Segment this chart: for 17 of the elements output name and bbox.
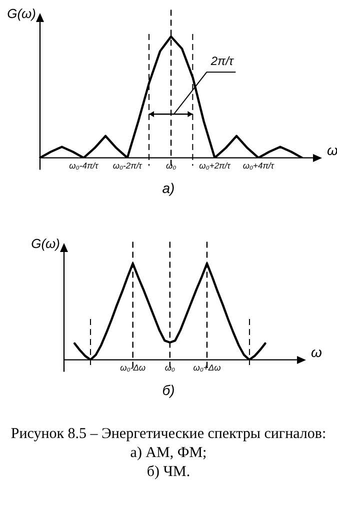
text: б): [161, 382, 176, 398]
x-tick-label: ω₀+Δω: [193, 362, 222, 372]
text: Рисунок 8.5 – Энергетические спектры сигналов:: [10, 425, 328, 444]
x-tick-label: ω₀+2π/τ: [199, 160, 232, 170]
x-tick-label: ω₀+4π/τ: [242, 160, 275, 170]
text: а): [161, 180, 176, 196]
y-axis-title: G(ω): [7, 6, 36, 21]
x-axis-title: ω: [311, 344, 322, 360]
y-axis-title: G(ω): [31, 236, 60, 251]
text: б) ЧМ.: [146, 463, 192, 482]
x-tick-label: ω₀-2π/τ: [112, 160, 143, 170]
annotation: 2π/τ: [210, 54, 234, 68]
x-tick-label: ω₀: [164, 362, 176, 372]
x-tick-label: ω₀: [166, 160, 177, 170]
x-tick-label: ω₀-4π/τ: [69, 160, 99, 170]
text: а) АМ, ФМ;: [129, 444, 208, 463]
x-tick-label: ω₀-Δω: [120, 362, 146, 372]
